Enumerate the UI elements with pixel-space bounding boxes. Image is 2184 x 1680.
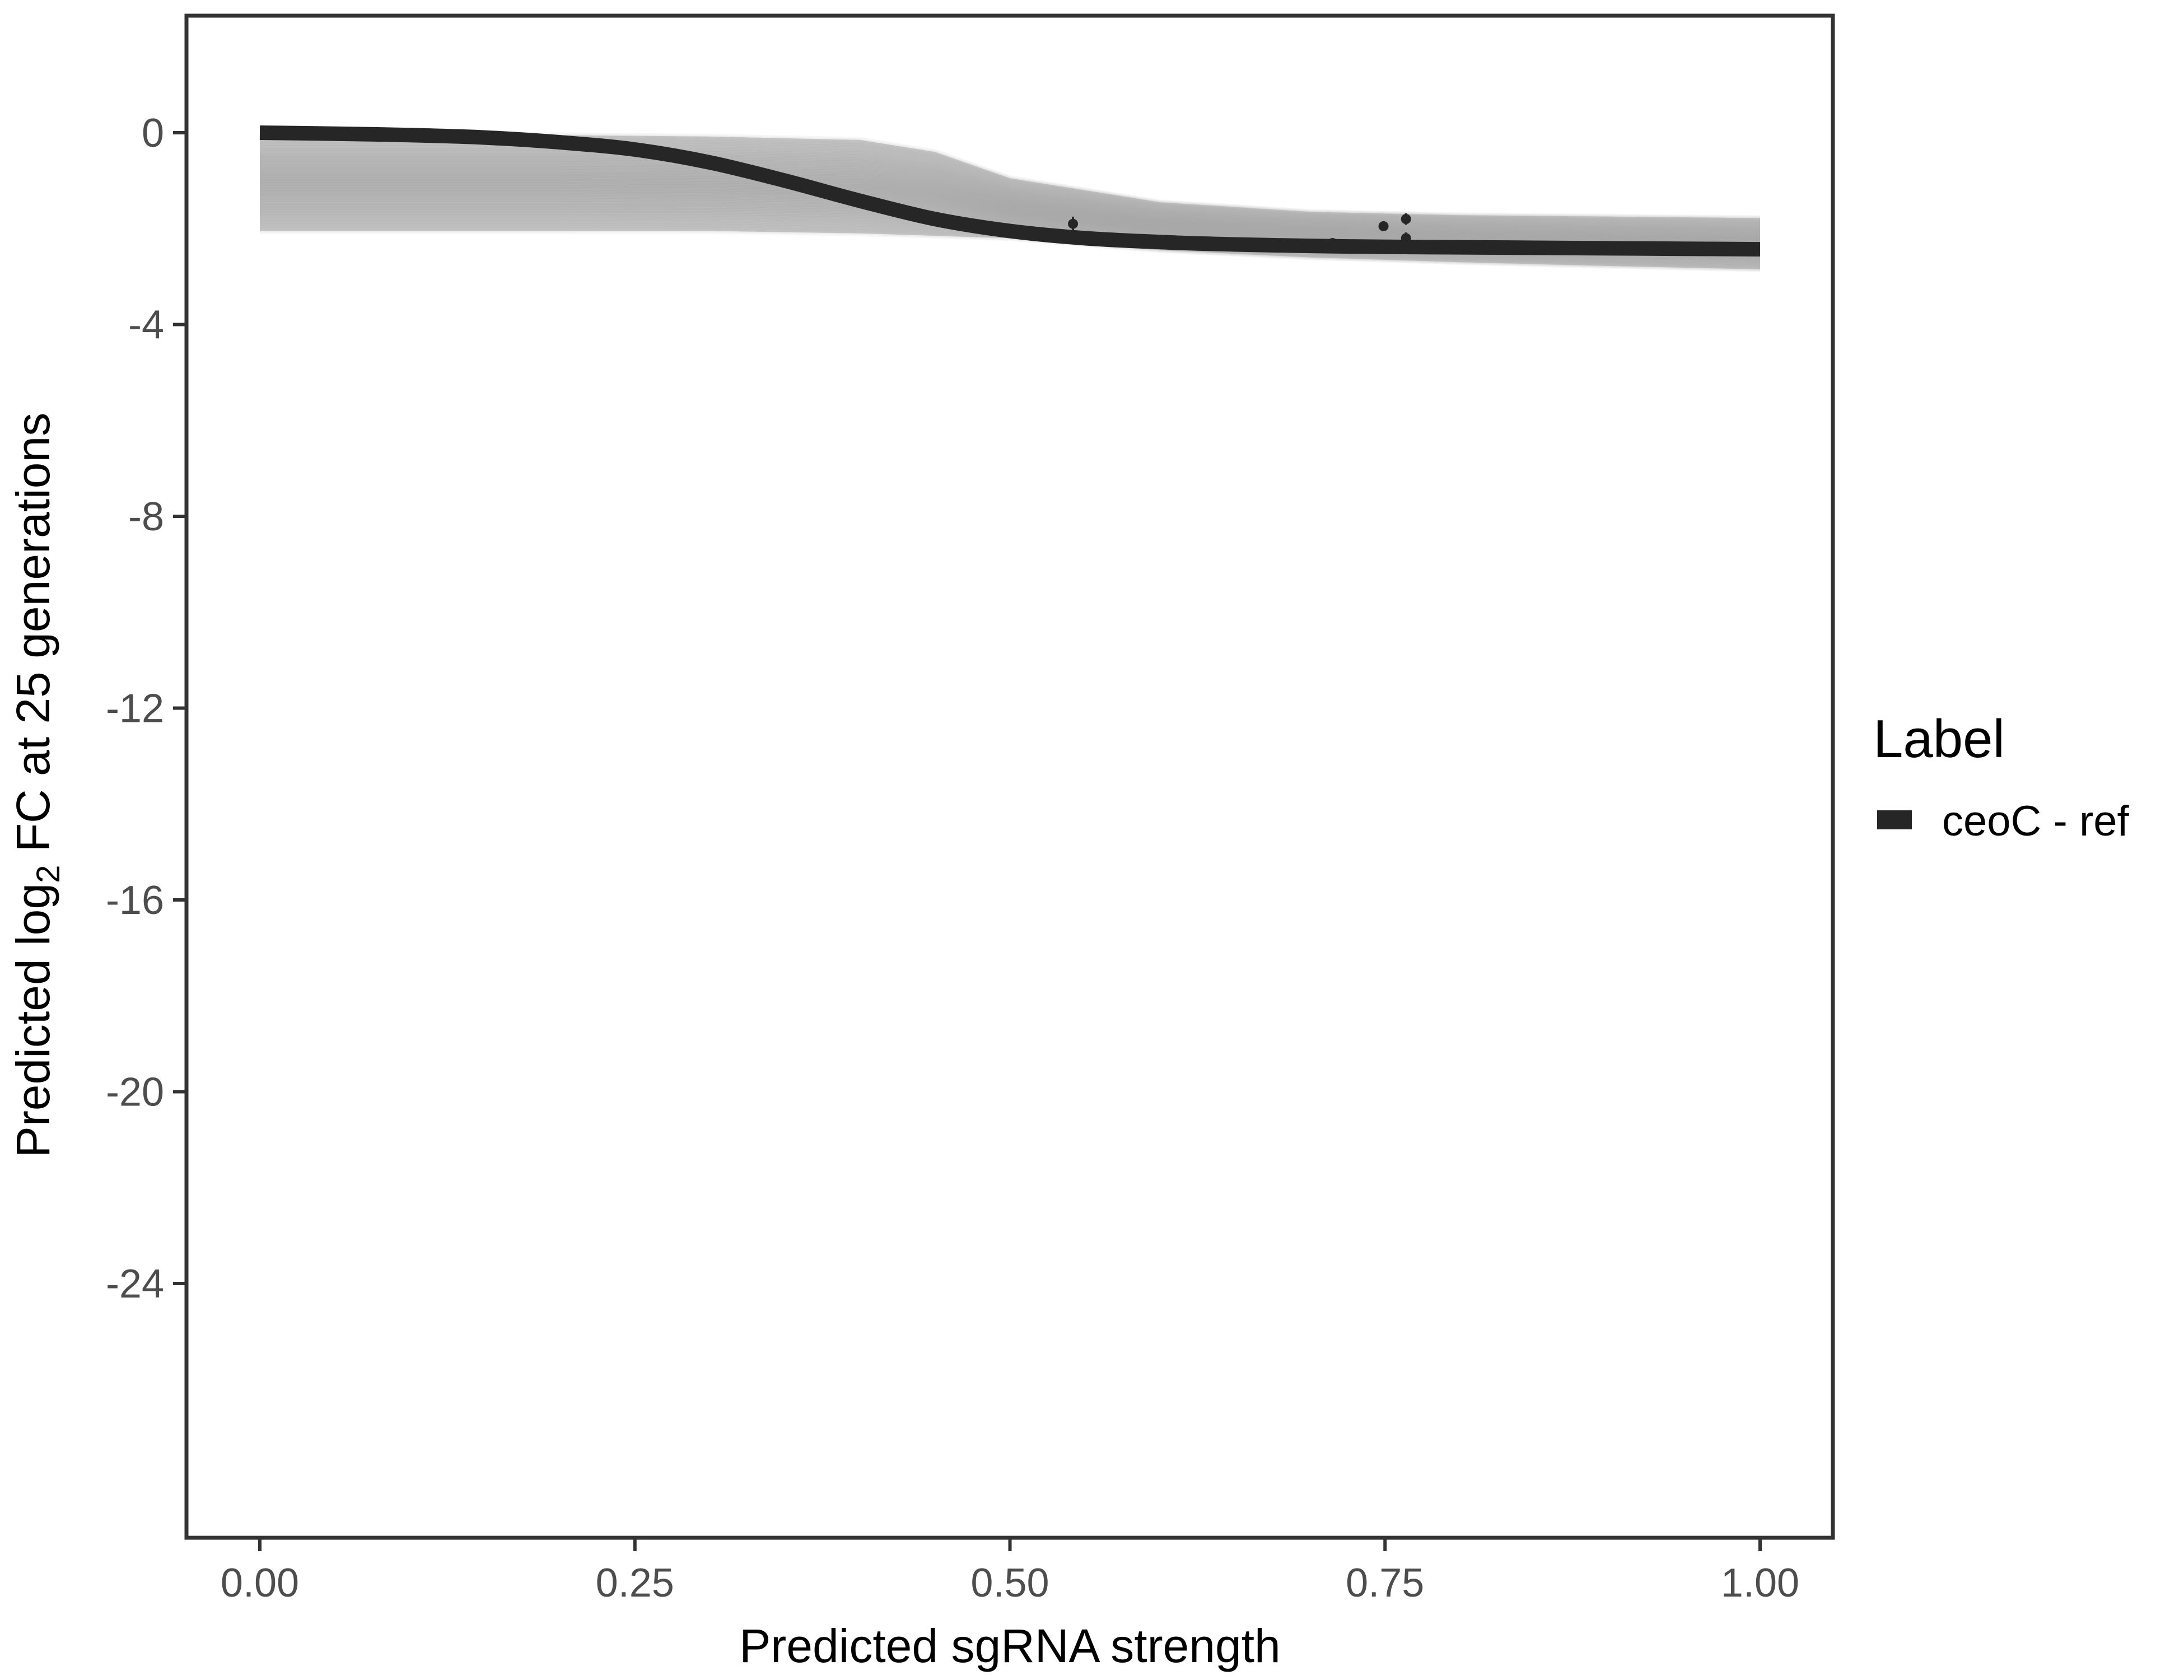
legend-label-ceoc-ref: ceoC - ref	[1942, 797, 2130, 845]
y-tick-label: 0	[142, 111, 164, 156]
observed-point	[1401, 233, 1411, 244]
y-axis-title-suffix: FC at 25 generations	[7, 413, 59, 865]
observed-points-layer	[1068, 213, 1411, 248]
legend: Label ceoC - ref	[1873, 709, 2130, 845]
series-layer	[259, 125, 1761, 257]
y-tick-label: -8	[128, 494, 164, 539]
y-axis-title-subscript: 2	[30, 865, 67, 883]
x-tick-label: 1.00	[1721, 1561, 1799, 1606]
y-tick-label: -16	[106, 878, 164, 923]
observed-point	[1068, 218, 1079, 229]
x-tick-label: 0.50	[970, 1561, 1049, 1606]
posterior-band-fill	[260, 135, 1760, 269]
y-axis-title-prefix: Predicted log	[7, 883, 59, 1158]
legend-title: Label	[1873, 709, 2005, 769]
y-axis: 0 -4 -8 -12 -16 -20 -24	[106, 111, 185, 1306]
y-tick-label: -12	[106, 687, 164, 731]
observed-point	[1378, 221, 1389, 231]
observed-point	[1327, 237, 1338, 248]
x-axis: 0.00 0.25 0.50 0.75 1.00	[221, 1539, 1799, 1606]
legend-key-ceoc-ref	[1877, 810, 1912, 829]
y-axis-title: Predicted log2 FC at 25 generations	[7, 413, 67, 1158]
y-tick-label: -24	[106, 1262, 164, 1306]
series-line-ceoc-ref	[259, 125, 1761, 257]
y-tick-label: -4	[128, 303, 164, 348]
observed-point	[1401, 214, 1411, 225]
x-tick-label: 0.75	[1346, 1561, 1424, 1606]
x-tick-label: 0.25	[596, 1561, 674, 1606]
y-tick-label: -20	[106, 1070, 164, 1115]
panel-border	[184, 13, 1835, 1540]
x-axis-title: Predicted sgRNA strength	[739, 1620, 1281, 1672]
x-tick-label: 0.00	[221, 1561, 299, 1606]
